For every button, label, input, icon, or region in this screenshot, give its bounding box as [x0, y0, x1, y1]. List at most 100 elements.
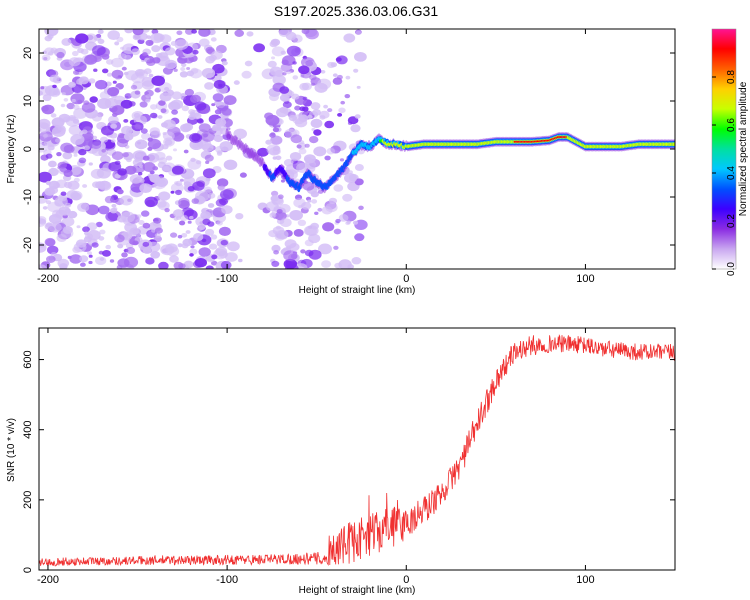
- spectrogram-noise-blob: [195, 160, 202, 165]
- spectrogram-noise-blob: [45, 153, 53, 159]
- spectrogram-noise-blob: [111, 151, 124, 161]
- spectrogram-noise-blob: [84, 33, 98, 44]
- spectrogram-noise-blob: [223, 159, 238, 170]
- spectrogram-noise-blob: [305, 225, 319, 236]
- spectrogram-noise-blob: [120, 46, 125, 50]
- spectrogram-noise-blob: [271, 46, 285, 57]
- spectrogram-noise-blob: [185, 29, 194, 35]
- spectrogram-noise-blob: [332, 73, 338, 77]
- spectrogram-noise-blob: [116, 189, 124, 195]
- spectrogram-noise-blob: [112, 80, 117, 84]
- spectrogram-noise-blob: [91, 242, 99, 248]
- spectrogram-noise-blob: [110, 123, 117, 129]
- spectrogram-noise-blob: [354, 52, 367, 62]
- spectrogram-noise-blob: [101, 53, 110, 60]
- spectrogram-noise-blob: [113, 207, 118, 211]
- spectrogram-noise-blob: [176, 30, 183, 36]
- spectrogram-noise-blob: [43, 134, 48, 138]
- spectrogram-noise-blob: [39, 242, 47, 253]
- spectrogram-noise-blob: [90, 141, 102, 150]
- spectrogram-noise-blob: [241, 70, 252, 79]
- spectrogram-noise-blob: [302, 181, 315, 191]
- spectrogram-noise-blob: [212, 93, 224, 102]
- spectrogram-noise-blob: [173, 148, 177, 152]
- spectrogram-noise-blob: [314, 211, 319, 215]
- spectrogram-noise-blob: [131, 48, 140, 56]
- spectrogram-noise-blob: [216, 105, 227, 113]
- spectrogram-noise-blob: [279, 218, 292, 228]
- spectrogram-noise-blob: [102, 250, 111, 257]
- spectrogram-noise-blob: [159, 92, 172, 102]
- spectrogram-noise-blob: [213, 134, 224, 143]
- spectrogram-noise-blob: [114, 41, 120, 46]
- spectrogram-noise-blob: [309, 136, 319, 144]
- spectrogram-noise-blob: [233, 128, 247, 139]
- snr-y-tick-label: 400: [22, 421, 34, 439]
- spectrogram-noise-blob: [211, 254, 218, 260]
- spectrogram-noise-blob: [192, 181, 205, 191]
- spectrogram-noise-blob: [41, 105, 49, 112]
- snr-x-ticks: -200 -100 0 100: [37, 328, 595, 586]
- spectrogram-noise-blob: [39, 90, 43, 96]
- spectrogram-noise-blob: [97, 38, 105, 45]
- spectrogram-noise-blob: [192, 143, 199, 149]
- spectrogram-noise-blob: [170, 232, 178, 238]
- spectrogram-noise-blob: [265, 114, 280, 126]
- spectrogram-y-tick-label: 20: [22, 47, 34, 59]
- spectrogram-noise-blob: [356, 85, 361, 89]
- spectrogram-noise-blob: [39, 171, 52, 183]
- spectrogram-noise-blob: [161, 144, 169, 150]
- spectrogram-noise-blob: [82, 184, 88, 188]
- spectrogram-noise-blob: [161, 122, 168, 128]
- spectrogram-noise-blob: [92, 45, 106, 56]
- spectrogram-noise-blob: [69, 254, 82, 264]
- spectrogram-noise-blob: [89, 96, 98, 103]
- spectrogram-noise-blob: [269, 132, 276, 138]
- spectrogram-noise-blob: [180, 96, 186, 101]
- spectrogram-noise-blob: [207, 192, 216, 199]
- spectrogram-noise-blob: [189, 132, 203, 143]
- spectrogram-noise-blob: [76, 225, 81, 229]
- spectrogram-noise-blob: [352, 220, 359, 225]
- spectrogram-y-tick-label: 10: [22, 95, 34, 107]
- spectrogram-noise-blob: [48, 160, 57, 168]
- spectrogram-noise-blob: [270, 195, 279, 202]
- spectrogram-noise-blob: [296, 162, 310, 173]
- colorbar-frame: [711, 28, 737, 270]
- spectrogram-noise-blob: [60, 142, 74, 153]
- spectrogram-noise-blob: [81, 102, 96, 113]
- spectrogram-noise-blob: [182, 238, 193, 247]
- spectrogram-noise-blob: [216, 150, 223, 155]
- spectrogram-noise-blob: [225, 252, 238, 262]
- spectrogram-noise-blob: [146, 59, 156, 66]
- spectrogram-noise-blob: [319, 110, 330, 119]
- snr-y-tick-label: 600: [22, 350, 34, 368]
- spectrogram-noise-blob: [63, 98, 69, 102]
- spectrogram-noise-blob: [88, 162, 93, 166]
- spectrogram-noise-blob: [108, 115, 119, 124]
- spectrogram-noise-blob: [108, 161, 122, 172]
- spectrogram-noise-blob: [339, 158, 345, 162]
- spectrogram-noise-blob: [184, 88, 195, 97]
- spectrogram-noise-blob: [301, 29, 310, 35]
- colorbar-gradient: [712, 29, 736, 269]
- spectrogram-noise-blob: [153, 235, 162, 243]
- spectrogram-noise-blob: [301, 82, 312, 91]
- spectrogram-noise-blob: [211, 103, 216, 107]
- spectrogram-noise-blob: [342, 193, 353, 202]
- spectrogram-noise-blob: [100, 136, 108, 143]
- colorbar-tick-label: 0.6: [726, 118, 737, 132]
- spectrogram-noise-blob: [80, 262, 86, 267]
- spectrogram-noise-blob: [78, 157, 87, 164]
- spectrogram-noise-blob: [343, 33, 356, 43]
- spectrogram-noise-blob: [304, 249, 314, 257]
- spectrogram-noise-blob: [274, 211, 287, 221]
- spectrogram-noise-blob: [239, 172, 247, 178]
- spectrogram-noise-blob: [271, 260, 280, 267]
- spectrogram-noise-blob: [121, 66, 127, 71]
- spectrogram-noise-blob: [181, 233, 188, 238]
- spectrogram-noise-blob: [267, 60, 277, 68]
- spectrogram-noise-blob: [292, 75, 299, 80]
- spectrogram-noise-blob: [51, 117, 65, 128]
- spectrogram-noise-blob: [123, 256, 139, 268]
